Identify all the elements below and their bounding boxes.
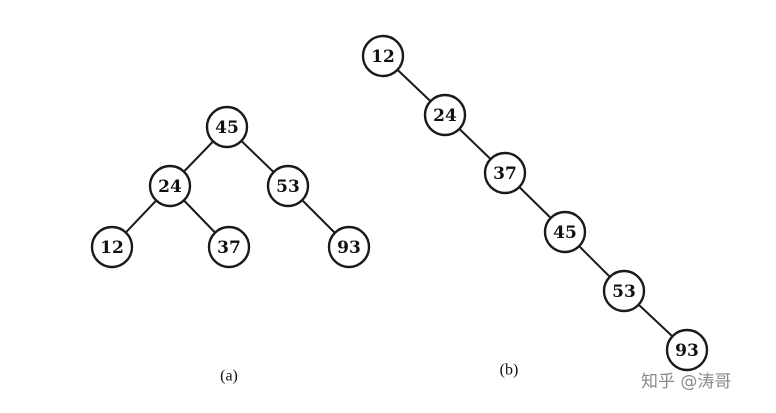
tree-node-a37: 37 xyxy=(207,225,251,269)
tree-node-b37: 37 xyxy=(483,151,527,195)
tree-node-b53: 53 xyxy=(602,269,646,313)
caption-b: (b) xyxy=(500,362,519,379)
node-circle-a93 xyxy=(327,225,371,269)
node-label-a45: 45 xyxy=(215,118,239,138)
tree-node-a93: 93 xyxy=(327,225,371,269)
caption-a: (a) xyxy=(220,368,238,385)
tree-node-b12: 12 xyxy=(361,34,405,78)
node-circle-b93 xyxy=(665,328,709,372)
tree-node-b45: 45 xyxy=(543,210,587,254)
node-label-a24: 24 xyxy=(158,177,182,197)
node-circle-a12 xyxy=(90,225,134,269)
node-circle-a37 xyxy=(207,225,251,269)
node-label-b24: 24 xyxy=(433,106,457,126)
tree-node-a53: 53 xyxy=(266,164,310,208)
node-circle-a53 xyxy=(266,164,310,208)
node-circle-b53 xyxy=(602,269,646,313)
tree-node-a12: 12 xyxy=(90,225,134,269)
tree-node-a24: 24 xyxy=(148,164,192,208)
node-label-a12: 12 xyxy=(100,238,124,258)
node-label-b12: 12 xyxy=(371,47,395,67)
node-label-b45: 45 xyxy=(553,223,577,243)
node-label-a37: 37 xyxy=(217,238,241,258)
tree-node-b24: 24 xyxy=(423,93,467,137)
node-label-b93: 93 xyxy=(675,341,699,361)
node-label-a93: 93 xyxy=(337,238,361,258)
tree-node-a45: 45 xyxy=(205,105,249,149)
node-circle-b24 xyxy=(423,93,467,137)
node-circle-a24 xyxy=(148,164,192,208)
node-circle-b45 xyxy=(543,210,587,254)
node-label-b53: 53 xyxy=(612,282,636,302)
watermark-text: 知乎 @涛哥 xyxy=(641,372,731,392)
node-label-b37: 37 xyxy=(493,164,517,184)
node-label-a53: 53 xyxy=(276,177,300,197)
node-circle-b37 xyxy=(483,151,527,195)
node-circle-a45 xyxy=(205,105,249,149)
edges-layer xyxy=(111,55,688,351)
tree-node-b93: 93 xyxy=(665,328,709,372)
nodes-layer: 45 24 53 12 37 93 12 24 37 45 53 93 xyxy=(90,34,709,372)
node-circle-b12 xyxy=(361,34,405,78)
